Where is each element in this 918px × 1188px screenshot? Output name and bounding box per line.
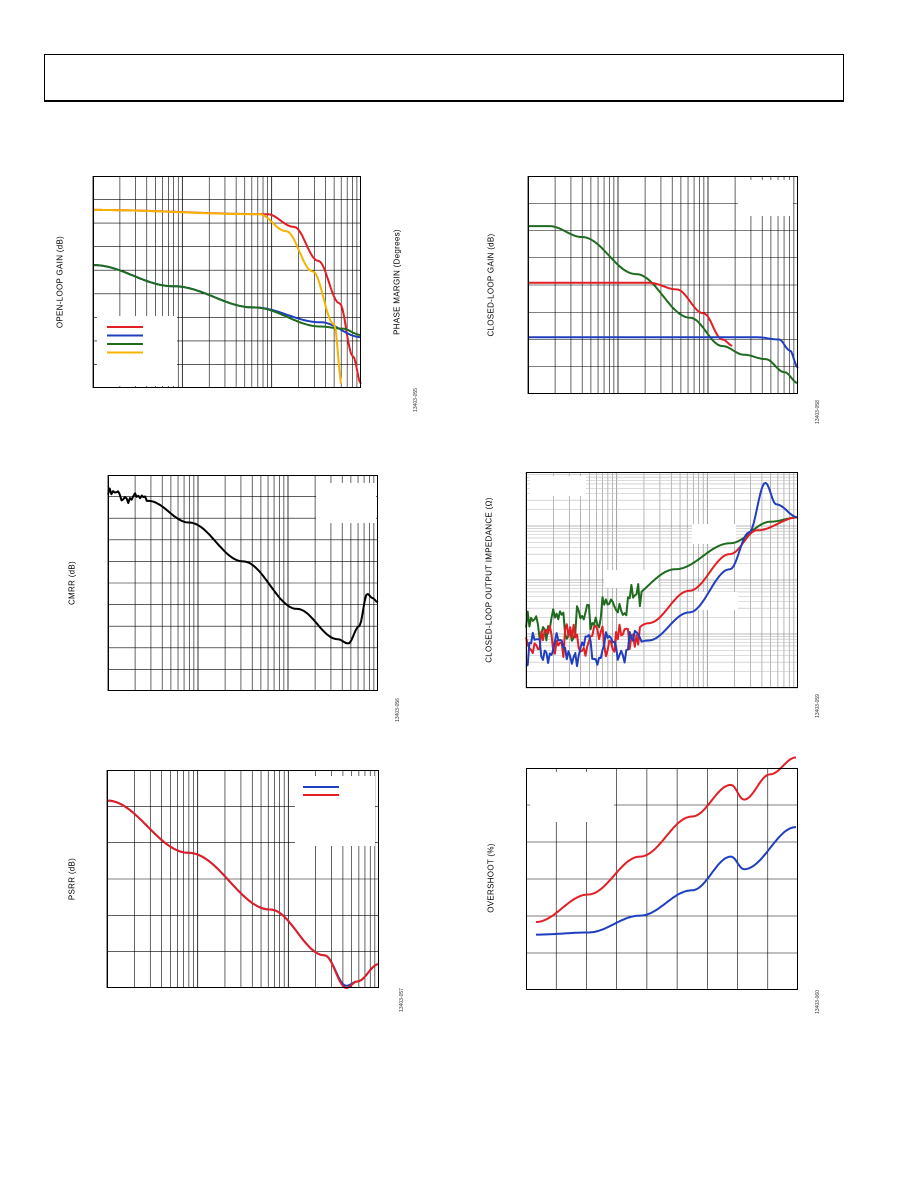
plot-frame [526, 768, 798, 990]
y-axis-label: CLOSED-LOOP OUTPUT IMPEDANCE (Ω) [484, 497, 494, 663]
cmrr-chart [107, 475, 379, 691]
legend-box [694, 592, 738, 610]
legend-box [738, 180, 793, 216]
legend-box [604, 570, 658, 588]
plot-frame [107, 770, 379, 988]
series-line [536, 826, 797, 936]
series-line [535, 756, 797, 923]
output-impedance-chart [525, 472, 799, 689]
series-line [528, 336, 799, 369]
legend-box [530, 772, 614, 822]
series-line [92, 264, 362, 336]
plot-frame [93, 176, 361, 388]
y-axis-label: CMRR (dB) [67, 560, 77, 606]
series-line [525, 481, 799, 668]
series-line [106, 799, 380, 989]
open-loop-gain-chart [92, 176, 362, 388]
plot-frame [526, 472, 798, 688]
figure-id: 13403-058 [815, 400, 821, 424]
closed-loop-gain-chart [527, 176, 799, 394]
figure-id: 13403-060 [815, 990, 821, 1014]
figure-id: 13403-059 [815, 694, 821, 718]
legend-box [530, 476, 586, 496]
psrr-chart [106, 770, 380, 989]
series-line [93, 208, 342, 384]
figure-id: 13403-056 [395, 698, 401, 722]
y-axis-label: CLOSED-LOOP GAIN (dB) [486, 233, 496, 337]
plot-frame [528, 176, 798, 394]
figure-id: 13403-057 [399, 988, 405, 1012]
legend-box [316, 483, 376, 523]
plot-frame [108, 475, 378, 691]
figure-id: 13403-055 [413, 388, 419, 412]
y-axis-label: OPEN-LOOP GAIN (dB) [55, 235, 65, 329]
y-axis-label: PSRR (dB) [67, 857, 77, 901]
series-line [107, 487, 379, 645]
series-line [525, 516, 798, 658]
y-axis-label: OVERSHOOT (%) [486, 843, 496, 913]
page-header [44, 54, 844, 102]
y-axis-label-secondary: PHASE MARGIN (Degrees) [392, 229, 402, 335]
overshoot-chart [526, 756, 798, 990]
series-line [525, 516, 798, 642]
legend-box [692, 524, 736, 544]
series-line [528, 281, 733, 347]
series-line [528, 225, 799, 385]
series-group [535, 756, 797, 936]
